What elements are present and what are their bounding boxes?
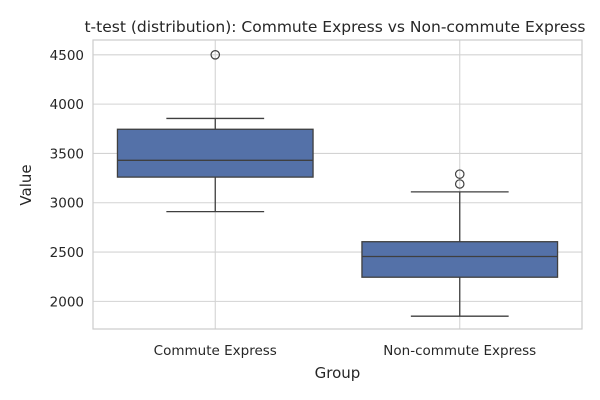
x-tick-label-2: Non-commute Express xyxy=(383,343,536,359)
box-2 xyxy=(361,169,559,317)
outlier-point-2 xyxy=(454,169,465,179)
y-axis-label: Value xyxy=(17,164,35,205)
y-tick-label-4000: 4000 xyxy=(50,97,84,113)
x-tick-label-1: Commute Express xyxy=(154,343,277,359)
y-tick-label-2500: 2500 xyxy=(50,245,84,261)
y-tick-label-3500: 3500 xyxy=(50,146,84,162)
outlier-point-1 xyxy=(454,179,465,189)
box-body xyxy=(116,128,314,178)
tick-labels: 2000 2500 3000 3500 4000 4500 Commute Express N… xyxy=(50,48,537,359)
box-body xyxy=(361,241,559,278)
grid-lines xyxy=(93,40,582,329)
box-1 xyxy=(116,49,314,213)
outlier-point-1 xyxy=(210,49,221,60)
y-tick-label-3000: 3000 xyxy=(50,196,84,212)
plot-frame xyxy=(92,39,583,330)
y-tick-label-2000: 2000 xyxy=(50,294,84,310)
y-tick-label-4500: 4500 xyxy=(50,48,84,64)
x-axis-label: Group xyxy=(315,364,361,382)
box-series xyxy=(116,49,559,317)
chart-title: t-test (distribution): Commute Express v… xyxy=(84,18,585,36)
